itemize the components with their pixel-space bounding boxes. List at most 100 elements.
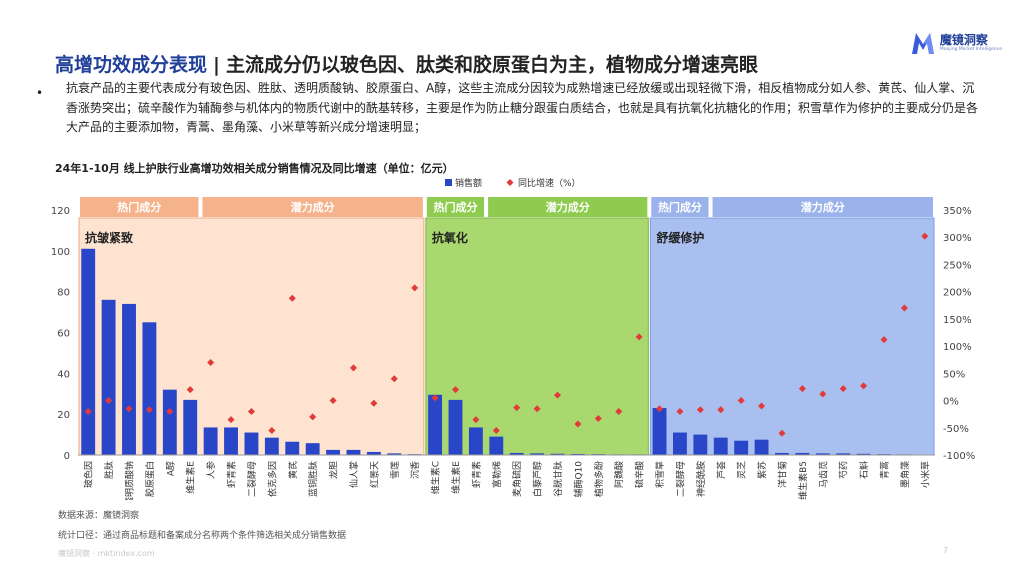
x-tick-23: 谷胱甘肽 <box>552 461 564 497</box>
y-right-tick-2: 0% <box>943 397 959 408</box>
group-label-1: 抗氧化 <box>432 230 468 245</box>
x-tick-4: A醇 <box>164 461 176 476</box>
bar-37 <box>836 453 851 455</box>
bar-1 <box>101 299 116 455</box>
x-tick-30: 神经酰胺 <box>695 461 707 497</box>
page-number: 7 <box>942 546 948 555</box>
growth-point-17 <box>431 394 439 402</box>
growth-point-37 <box>839 385 847 393</box>
x-tick-26: 阿魏酸 <box>613 461 625 488</box>
band-0-0 <box>80 197 199 217</box>
x-tick-9: 依克多因 <box>266 461 278 497</box>
growth-point-27 <box>635 333 643 341</box>
growth-point-8 <box>247 407 255 415</box>
bar-29 <box>673 432 687 455</box>
legend-marker-growth <box>506 179 514 186</box>
bar-38 <box>856 453 871 455</box>
band-label-1-1: 潜力成分 <box>546 200 590 214</box>
bar-32 <box>734 440 749 455</box>
bar-6 <box>203 427 218 455</box>
y-left-tick-4: 80 <box>57 288 70 299</box>
growth-point-31 <box>717 406 725 414</box>
band-label-2-1: 潜力成分 <box>801 200 845 214</box>
legend-swatch-sales <box>445 179 452 186</box>
x-tick-18: 维生素E <box>450 461 462 494</box>
bar-0 <box>81 248 96 455</box>
group-background-1 <box>425 217 649 456</box>
bar-36 <box>815 453 830 455</box>
x-tick-41: 小米草 <box>919 461 931 488</box>
growth-point-23 <box>554 391 562 399</box>
y-left-tick-0: 0 <box>64 451 70 462</box>
x-tick-20: 富勒烯 <box>491 461 503 488</box>
x-tick-31: 芦荟 <box>715 461 727 479</box>
bar-10 <box>285 441 300 455</box>
y-right-tick-4: 100% <box>943 342 972 353</box>
growth-point-29 <box>676 407 684 415</box>
group-background-2 <box>649 217 935 456</box>
group-label-0: 抗皱紧致 <box>85 230 134 245</box>
band-2-0 <box>651 197 709 217</box>
growth-point-39 <box>880 336 888 344</box>
data-source: 数据来源：魔镜洞察 <box>58 511 140 521</box>
band-1-0 <box>426 197 485 217</box>
growth-point-24 <box>574 420 582 428</box>
band-0-1 <box>202 197 423 217</box>
bar-22 <box>530 453 545 455</box>
x-tick-19: 虾青素 <box>470 461 482 488</box>
band-1-1 <box>488 197 648 217</box>
x-tick-11: 蓝铜胜肽 <box>307 461 319 497</box>
bar-31 <box>713 437 728 455</box>
growth-point-0 <box>84 407 92 415</box>
band-label-2-0: 热门成分 <box>658 200 702 214</box>
growth-point-9 <box>268 427 276 434</box>
growth-point-25 <box>594 415 602 423</box>
x-tick-27: 硫辛酸 <box>634 461 646 488</box>
y-left-tick-6: 120 <box>51 206 70 217</box>
growth-point-40 <box>900 304 908 312</box>
bar-21 <box>509 452 524 455</box>
bar-2 <box>122 303 136 455</box>
bar-19 <box>468 427 483 455</box>
legend-label-sales: 销售额 <box>455 177 482 189</box>
summary-text: 抗衰产品的主要代表成分有玻色因、胜肽、透明质酸钠、胶原蛋白、A醇，这些主流成分因… <box>66 81 979 134</box>
bar-14 <box>366 451 381 455</box>
bar-30 <box>693 434 708 455</box>
bar-18 <box>448 399 463 455</box>
x-tick-29: 二裂酵母 <box>675 461 686 497</box>
bar-11 <box>305 443 320 455</box>
bar-7 <box>224 427 238 455</box>
growth-point-4 <box>166 407 174 415</box>
bar-5 <box>183 399 198 455</box>
x-tick-21: 麦角硫因 <box>511 461 523 497</box>
x-tick-3: 胶原蛋白 <box>144 461 156 497</box>
y-right-tick-5: 150% <box>943 315 972 326</box>
growth-point-15 <box>390 375 398 383</box>
growth-point-2 <box>125 405 133 413</box>
x-tick-37: 芍药 <box>838 461 850 479</box>
bar-3 <box>142 322 157 455</box>
growth-point-14 <box>370 399 378 407</box>
growth-point-35 <box>798 385 806 393</box>
growth-point-28 <box>656 405 664 413</box>
x-tick-8: 二裂酵母 <box>247 461 258 497</box>
growth-point-33 <box>758 402 766 410</box>
x-tick-15: 雪莲 <box>389 461 401 479</box>
y-left-tick-3: 60 <box>57 329 70 340</box>
growth-point-16 <box>411 284 419 292</box>
group-label-2: 舒缓修护 <box>655 230 704 245</box>
y-right-tick-3: 50% <box>943 369 965 380</box>
x-tick-28: 积雪草 <box>654 461 666 488</box>
bar-9 <box>264 437 279 455</box>
y-left-tick-2: 40 <box>57 369 70 380</box>
growth-point-41 <box>921 232 929 240</box>
title-main: 主流成分仍以玻色因、肽类和胶原蛋白为主，植物成分增速亮眼 <box>225 54 758 76</box>
growth-point-7 <box>227 416 235 424</box>
footer-watermark: 魔镜洞察 · mktindex.com <box>58 549 155 558</box>
y-left-tick-5: 100 <box>51 247 70 258</box>
x-tick-33: 紫苏 <box>756 461 768 479</box>
x-tick-14: 红景天 <box>368 461 380 488</box>
title-accent: 高增功效成分表现 <box>55 54 208 76</box>
growth-point-1 <box>105 397 113 405</box>
